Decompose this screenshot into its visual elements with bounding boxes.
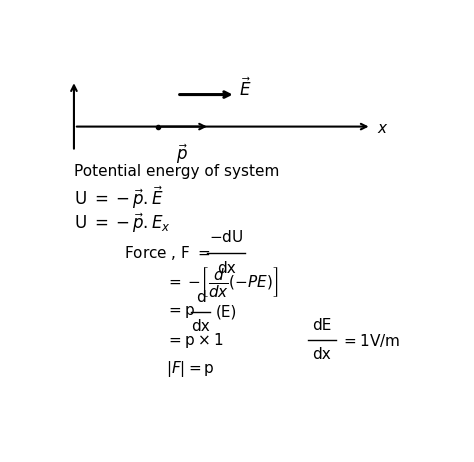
Text: $|F| = \mathrm{p}$: $|F| = \mathrm{p}$ (166, 359, 214, 379)
Text: $= \mathrm{p} \times 1$: $= \mathrm{p} \times 1$ (166, 330, 223, 350)
Text: (E): (E) (215, 305, 237, 320)
Text: $\vec{p}$: $\vec{p}$ (176, 143, 188, 166)
Text: $= \mathrm{p}$: $= \mathrm{p}$ (166, 304, 195, 320)
Text: $\vec{E}$: $\vec{E}$ (239, 78, 252, 100)
Text: U $= -\vec{p}.\vec{E}$: U $= -\vec{p}.\vec{E}$ (74, 184, 164, 211)
Text: dx: dx (191, 319, 210, 334)
Text: d: d (196, 290, 206, 305)
Text: Force , F $=$: Force , F $=$ (124, 244, 210, 262)
Text: $= -\!\left[\dfrac{d}{dx}(-PE)\right]$: $= -\!\left[\dfrac{d}{dx}(-PE)\right]$ (166, 265, 278, 299)
Text: Potential energy of system: Potential energy of system (74, 164, 279, 178)
Text: dx: dx (312, 347, 331, 362)
Text: U $= -\vec{p}.E_x$: U $= -\vec{p}.E_x$ (74, 212, 171, 235)
Text: $= 1$V/m: $= 1$V/m (341, 332, 401, 348)
Text: $-$dU: $-$dU (209, 229, 244, 245)
Text: dx: dx (217, 261, 236, 276)
Text: dE: dE (312, 318, 332, 333)
Text: x: x (377, 121, 386, 136)
